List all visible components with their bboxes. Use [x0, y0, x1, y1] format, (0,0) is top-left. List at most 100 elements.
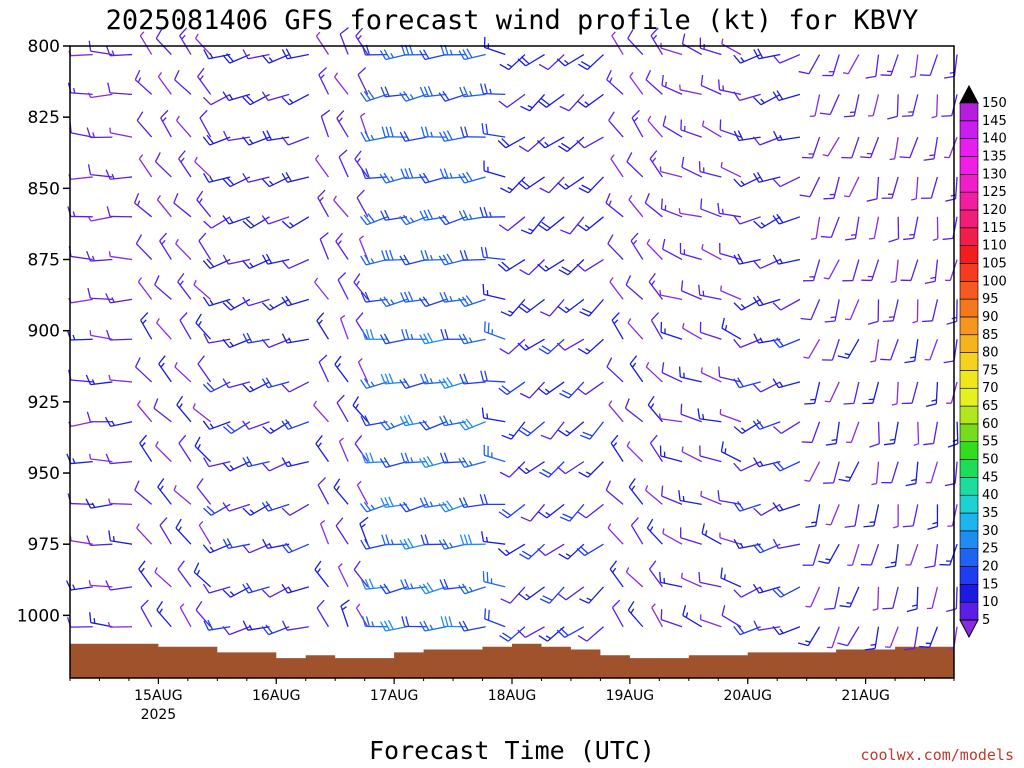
colorbar-segment	[959, 191, 979, 211]
wind-barb	[861, 259, 880, 282]
colorbar-tick-label: 20	[982, 560, 999, 575]
wind-barb	[556, 53, 585, 67]
wind-barb	[678, 366, 702, 383]
wind-barb	[483, 160, 506, 178]
wind-barb	[399, 214, 427, 226]
wind-barb	[628, 195, 644, 218]
colorbar-segment	[959, 334, 979, 353]
wind-barb	[799, 176, 821, 198]
wind-barb	[803, 338, 821, 359]
wind-barb	[752, 419, 781, 430]
colorbar-top-arrow	[959, 84, 979, 104]
colorbar-tick-label: 150	[982, 96, 1007, 111]
wind-barb	[89, 330, 113, 340]
wind-barb	[518, 586, 545, 601]
wind-barb	[360, 538, 388, 550]
wind-barb	[577, 216, 604, 232]
wind-barb	[649, 434, 663, 462]
colorbar-segment	[959, 138, 979, 157]
wind-barb	[645, 361, 663, 383]
wind-barb	[242, 172, 270, 183]
colorbar-segment	[959, 156, 979, 175]
wind-barb	[174, 361, 192, 383]
y-tick-label: 1000	[17, 606, 60, 626]
wind-barb	[733, 586, 761, 598]
wind-barb	[355, 603, 369, 628]
wind-barb	[281, 419, 310, 430]
wind-barb	[717, 490, 742, 505]
wind-barb	[381, 249, 408, 261]
y-tick-label: 800	[28, 37, 60, 57]
wind-barb	[539, 586, 565, 604]
wind-barb	[203, 49, 231, 60]
wind-barb	[484, 608, 506, 628]
wind-barb	[922, 299, 939, 323]
wind-barb	[354, 150, 369, 178]
wind-barb	[353, 273, 369, 300]
wind-barb	[890, 259, 899, 284]
wind-barb	[458, 497, 486, 509]
wind-barb	[242, 93, 270, 106]
wind-barb	[906, 586, 919, 613]
wind-barb	[179, 603, 192, 628]
wind-barb	[262, 253, 290, 265]
wind-barb	[537, 258, 565, 272]
wind-barb	[420, 250, 447, 261]
wind-barbs	[65, 27, 959, 651]
wind-barb	[281, 216, 310, 229]
wind-barb	[923, 421, 939, 446]
wind-barb	[202, 381, 231, 393]
wind-barb	[320, 109, 331, 138]
wind-barb	[318, 67, 330, 95]
wind-barb	[753, 381, 781, 393]
colorbar-tick-label: 65	[982, 399, 999, 414]
wind-barb	[943, 136, 958, 159]
y-tick-label: 975	[28, 535, 60, 555]
wind-barb	[335, 517, 349, 545]
wind-barb	[139, 31, 153, 55]
wind-barb	[825, 421, 840, 446]
wind-barb	[338, 437, 349, 462]
wind-barb	[439, 168, 467, 180]
wind-barb	[499, 338, 526, 355]
wind-barb	[610, 154, 624, 178]
colorbar-tick-label: 35	[982, 506, 999, 521]
wind-barb	[157, 72, 172, 95]
wind-barb	[175, 518, 192, 545]
wind-barb	[399, 378, 427, 389]
wind-barb	[154, 567, 172, 588]
wind-barb	[195, 600, 212, 628]
wind-barb	[920, 176, 939, 199]
colorbar-segment	[959, 370, 979, 389]
colorbar-segment	[959, 584, 979, 603]
wind-barb	[261, 377, 290, 389]
wind-barb	[625, 275, 644, 300]
colorbar-segment	[959, 227, 979, 246]
wind-barb	[651, 603, 663, 628]
wind-barb	[359, 89, 388, 102]
wind-barb	[661, 362, 683, 383]
wind-barb	[354, 435, 369, 463]
wind-barb	[202, 583, 231, 594]
colorbar-segment	[959, 601, 979, 621]
wind-barb	[458, 209, 486, 221]
x-axis: 15AUG 2025 16AUG 17AUG 18AUG 19AUG 20AUG 21AUG	[69, 678, 955, 723]
wind-barb	[134, 480, 153, 505]
wind-barb	[648, 273, 663, 300]
wind-barb	[319, 519, 330, 545]
wind-barb	[576, 543, 604, 557]
colorbar-tick-label: 135	[982, 149, 1007, 164]
colorbar-tick-label: 130	[982, 167, 1007, 182]
wind-barb	[520, 216, 546, 235]
wind-barb	[903, 216, 919, 241]
colorbar-segment	[959, 548, 979, 567]
wind-barb	[203, 619, 231, 631]
wind-barb	[242, 582, 270, 594]
wind-barb	[627, 600, 644, 628]
wind-barb	[819, 94, 840, 116]
wind-barb	[177, 273, 192, 300]
wind-barb	[501, 421, 526, 440]
wind-barb	[823, 259, 840, 280]
wind-barb	[537, 381, 565, 396]
wind-barb	[438, 130, 467, 142]
